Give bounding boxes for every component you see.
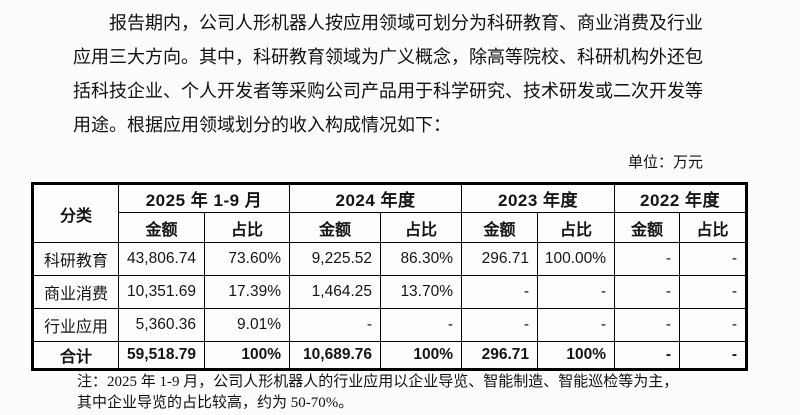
row-category: 商业消费 [32, 275, 119, 309]
cell-amount: - [461, 275, 539, 309]
period-header-2023: 2023 年度 [461, 183, 616, 213]
category-header: 分类 [32, 183, 119, 243]
cell-share: 100% [204, 341, 290, 370]
intro-line: 报告期内，公司人形机器人按应用领域可划分为科研教育、商业消费及行业 [109, 13, 703, 33]
period-header-2022: 2022 年度 [614, 183, 748, 213]
share-header: 占比 [537, 212, 616, 243]
table-total-row: 合计 59,518.79 100% 10,689.76 100% 296.71 … [32, 341, 748, 370]
footnote-line: 注：2025 年 1-9 月，公司人形机器人的行业应用以企业导览、智能制造、智能… [77, 374, 679, 390]
revenue-table: 分类 2025 年 1-9 月 2024 年度 2023 年度 2022 年度 … [31, 182, 749, 371]
footnote-line: 其中企业导览的占比较高，约为 50-70%。 [77, 395, 354, 411]
amount-header: 金额 [461, 212, 539, 243]
cell-amount: 10,351.69 [118, 275, 205, 309]
cell-share: 17.39% [204, 275, 290, 309]
row-category: 行业应用 [32, 308, 119, 342]
cell-share: 13.70% [379, 275, 463, 309]
cell-amount: - [461, 308, 539, 342]
cell-share: - [679, 341, 748, 370]
period-header-2025: 2025 年 1-9 月 [118, 183, 290, 213]
cell-share: 73.60% [204, 242, 290, 276]
cell-amount: - [614, 275, 681, 309]
cell-share: 100.00% [537, 242, 616, 276]
cell-share: - [679, 308, 748, 342]
cell-share: - [537, 275, 616, 309]
cell-share: 100% [379, 341, 463, 370]
period-header-2024: 2024 年度 [288, 183, 463, 213]
cell-share: - [679, 275, 748, 309]
intro-paragraph: 报告期内，公司人形机器人按应用领域可划分为科研教育、商业消费及行业 应用三大方向… [73, 6, 721, 142]
cell-amount: - [614, 308, 681, 342]
amount-header: 金额 [118, 212, 205, 243]
row-category: 科研教育 [32, 242, 119, 276]
cell-amount: 5,360.36 [118, 308, 205, 342]
cell-share: 100% [537, 341, 616, 370]
cell-amount: 296.71 [461, 242, 539, 276]
cell-share: - [537, 308, 616, 342]
cell-amount: 296.71 [461, 341, 539, 370]
cell-amount: 43,806.74 [118, 242, 205, 276]
cell-share: 9.01% [204, 308, 290, 342]
cell-amount: 1,464.25 [289, 275, 381, 309]
cell-share: - [379, 308, 463, 342]
cell-amount: 9,225.52 [289, 242, 381, 276]
cell-amount: - [289, 308, 381, 342]
cell-amount: - [614, 242, 681, 276]
table-row: 科研教育 43,806.74 73.60% 9,225.52 86.30% 29… [32, 242, 748, 276]
intro-line: 用途。根据应用领域划分的收入构成情况如下： [73, 115, 451, 135]
amount-header: 金额 [614, 212, 681, 243]
table-row: 行业应用 5,360.36 9.01% - - - - - - [32, 308, 748, 342]
intro-line: 应用三大方向。其中，科研教育领域为广义概念，除高等院校、科研机构外还包 [73, 47, 703, 67]
cell-amount: 59,518.79 [118, 341, 205, 370]
share-header: 占比 [379, 212, 463, 243]
unit-label: 单位：万元 [627, 155, 703, 171]
cell-share: - [679, 242, 748, 276]
row-category: 合计 [32, 341, 119, 370]
amount-header: 金额 [289, 212, 381, 243]
share-header: 占比 [204, 212, 290, 243]
cell-share: 86.30% [379, 242, 463, 276]
table-row: 商业消费 10,351.69 17.39% 1,464.25 13.70% - … [32, 275, 748, 309]
intro-line: 括科技企业、个人开发者等采购公司产品用于科学研究、技术研发或二次开发等 [73, 81, 703, 101]
cell-amount: 10,689.76 [289, 341, 381, 370]
cell-amount: - [614, 341, 681, 370]
share-header: 占比 [679, 212, 748, 243]
footnote: 注：2025 年 1-9 月，公司人形机器人的行业应用以企业导览、智能制造、智能… [77, 372, 737, 414]
